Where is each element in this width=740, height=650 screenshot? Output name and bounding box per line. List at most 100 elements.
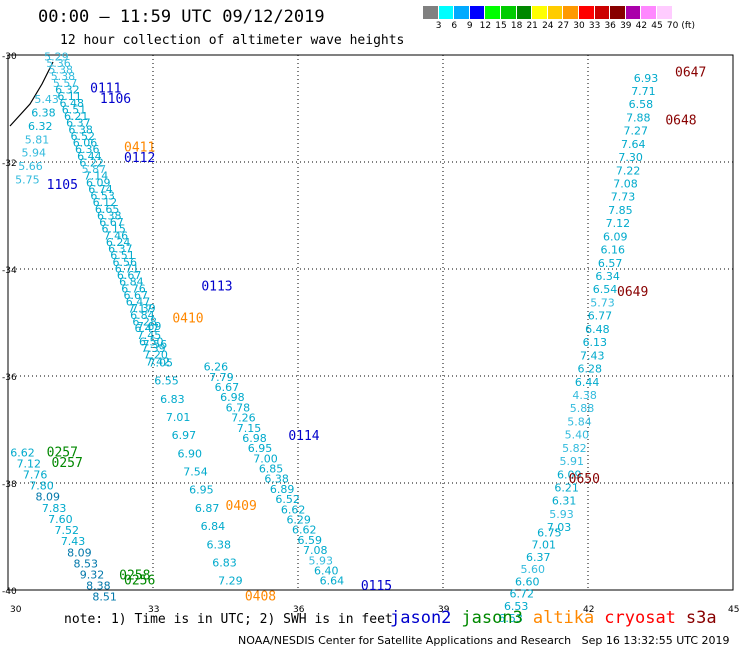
colorbar-label: 70 xyxy=(666,21,679,31)
pass-time-label: 1106 xyxy=(100,92,131,107)
colorbar-swatch xyxy=(610,6,626,19)
wave-height-value: 6.98 xyxy=(242,432,267,445)
wave-height-value: 5.94 xyxy=(22,147,47,160)
wave-height-value: 6.26 xyxy=(204,361,229,374)
colorbar-label: 3 xyxy=(435,21,442,31)
wave-height-value: 6.29 xyxy=(286,514,311,527)
lat-tick-label: -34 xyxy=(2,266,17,276)
wave-height-value: 6.93 xyxy=(634,72,659,85)
wave-height-value: 7.56 xyxy=(143,338,168,351)
note-text: note: 1) Time is in UTC; 2) SWH is in fe… xyxy=(64,612,393,627)
wave-height-value: 5.38 xyxy=(48,64,73,77)
wave-height-value: 7.60 xyxy=(48,513,73,526)
wave-height-value: 7.71 xyxy=(631,85,656,98)
wave-height-value: 5.40 xyxy=(565,429,590,442)
wave-height-value: 6.13 xyxy=(583,336,608,349)
pass-time-label: 0114 xyxy=(288,429,319,444)
lat-tick-label: -36 xyxy=(2,373,17,383)
wave-height-value: 6.52 xyxy=(71,130,96,143)
wave-height-value: 5.66 xyxy=(18,160,43,173)
colorbar-swatch xyxy=(532,6,548,19)
pass-time-label: 0111 xyxy=(90,81,121,96)
wave-height-value: 6.48 xyxy=(60,97,85,110)
pass-time-label: 0647 xyxy=(675,65,706,80)
wave-height-value: 7.08 xyxy=(303,544,328,557)
wave-height-value: 5.87 xyxy=(82,163,107,176)
page-title: 00:00 – 11:59 UTC 09/12/2019 xyxy=(38,7,325,27)
wave-height-value: 7.43 xyxy=(61,535,86,548)
wave-height-value: 6.53 xyxy=(498,612,523,625)
colorbar-swatch xyxy=(547,6,564,19)
wave-height-value: 7.22 xyxy=(616,164,641,177)
legend-jason3: jason3 xyxy=(461,608,523,628)
pass-time-label: 0257 xyxy=(52,456,83,471)
colorbar-label: (ft) xyxy=(681,21,695,31)
wave-height-value: 6.48 xyxy=(585,323,610,336)
wave-height-value: 7.45 xyxy=(137,329,162,342)
wave-height-value: 7.29 xyxy=(218,575,243,588)
wave-height-value: 9.32 xyxy=(80,568,105,581)
wave-height-value: 7.52 xyxy=(54,524,79,537)
wave-height-value: 7.80 xyxy=(29,480,54,493)
wave-height-value: 6.62 xyxy=(281,503,306,516)
colorbar-label: 18 xyxy=(510,21,523,31)
pass-time-label: 0408 xyxy=(245,590,276,605)
wave-height-value: 6.95 xyxy=(248,442,273,455)
lat-tick-label: -32 xyxy=(2,159,17,169)
pass-time-label: 0648 xyxy=(665,114,696,129)
wave-height-value: 6.64 xyxy=(320,575,345,588)
wave-height-value: 6.38 xyxy=(264,473,289,486)
wave-height-value: 5.29 xyxy=(44,50,69,63)
colorbar-swatch xyxy=(516,6,533,19)
wave-height-value: 7.85 xyxy=(608,204,633,217)
page-subtitle: 12 hour collection of altimeter wave hei… xyxy=(60,33,405,48)
pass-time-label: 0112 xyxy=(124,151,155,166)
wave-height-value: 7.01 xyxy=(166,411,191,424)
legend-altika: altika xyxy=(532,608,595,628)
satellite-legend: jason2 jason3 altika cryosat s3a xyxy=(390,608,727,628)
wave-height-value: 8.38 xyxy=(86,580,111,593)
colorbar-label: 6 xyxy=(451,21,458,31)
wave-height-value: 7.39 xyxy=(141,342,166,355)
wave-height-value: 6.28 xyxy=(132,316,157,329)
colorbar-label: 42 xyxy=(635,21,648,31)
map-frame xyxy=(7,54,734,591)
wave-height-value: 6.37 xyxy=(66,117,91,130)
colorbar-swatch xyxy=(469,6,486,19)
wave-height-value: 6.37 xyxy=(526,551,551,564)
wave-height-value: 6.76 xyxy=(121,282,146,295)
wave-height-value: 5.36 xyxy=(46,57,71,70)
wave-height-value: 7.15 xyxy=(237,422,262,435)
pass-time-label: 0113 xyxy=(201,279,232,294)
wave-height-value: 7.79 xyxy=(209,371,234,384)
wave-height-value: 5.75 xyxy=(15,173,40,186)
wave-height-value: 6.78 xyxy=(226,401,251,414)
wave-height-value: 5.84 xyxy=(567,415,592,428)
wave-height-value: 6.38 xyxy=(31,107,56,120)
colorbar-swatch xyxy=(438,6,455,19)
wave-height-value: 6.84 xyxy=(130,309,155,322)
wave-height-value: 6.74 xyxy=(88,183,113,196)
colorbar-swatch xyxy=(594,6,611,19)
wave-height-value: 6.95 xyxy=(189,484,214,497)
wave-height-value: 7.30 xyxy=(618,151,643,164)
wave-height-value: 7.83 xyxy=(42,502,67,515)
wave-height-value: 7.73 xyxy=(611,191,636,204)
pass-time-label: 0115 xyxy=(361,579,392,594)
wave-height-value: 6.58 xyxy=(629,98,654,111)
wave-height-value: 7.12 xyxy=(606,217,631,230)
wave-height-value: 6.89 xyxy=(270,483,295,496)
lon-tick-label: 45 xyxy=(728,605,739,615)
colorbar-swatch xyxy=(625,6,642,19)
pass-time-label: 0649 xyxy=(617,285,648,300)
wave-height-value: 6.75 xyxy=(537,527,562,540)
wave-height-value: 7.20 xyxy=(143,349,168,362)
colorbar-swatch xyxy=(423,6,439,19)
wave-height-value: 5.81 xyxy=(25,133,50,146)
lon-tick-label: 33 xyxy=(148,605,159,615)
colorbar-swatch xyxy=(563,6,579,19)
wave-height-value: 6.09 xyxy=(86,176,111,189)
wave-height-value: 8.09 xyxy=(67,546,92,559)
wave-height-value: 7.05 xyxy=(148,356,173,369)
